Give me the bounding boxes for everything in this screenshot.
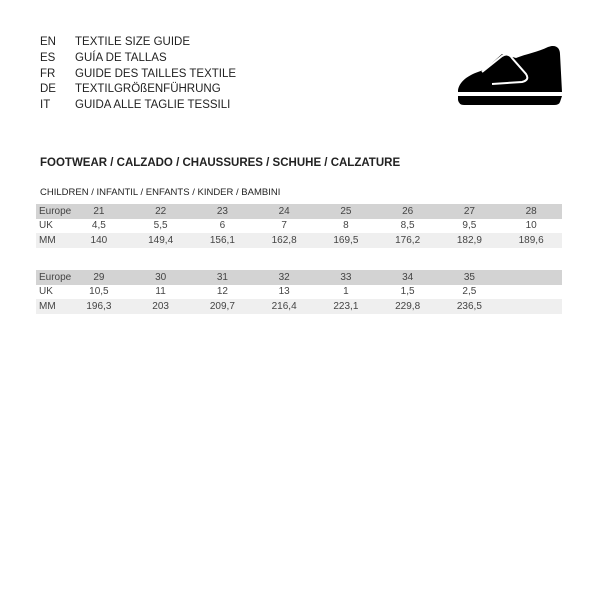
- size-cell: 229,8: [395, 300, 421, 312]
- size-cell: 236,5: [456, 300, 482, 312]
- size-cell: 169,5: [333, 234, 359, 246]
- size-cell: [500, 270, 562, 285]
- size-cell: 22: [155, 205, 167, 217]
- lang-code: ES: [40, 51, 56, 64]
- size-cell: 140: [90, 234, 108, 246]
- lang-code: DE: [40, 83, 56, 96]
- lang-en: EN TEXTILE SIZE GUIDE: [40, 35, 236, 51]
- row-label: Europe: [39, 271, 72, 283]
- size-cell: 189,6: [518, 234, 544, 246]
- size-cell: 26: [402, 205, 414, 217]
- table-row-mm: MM 140 149,4 156,1 162,8 169,5 176,2 182,9 189,6: [36, 233, 562, 248]
- size-cell: 196,3: [86, 300, 112, 312]
- lang-title: TEXTILE SIZE GUIDE: [75, 36, 191, 48]
- size-cell: 4,5: [91, 220, 106, 232]
- lang-es: ES GUÍA DE TALLAS: [40, 51, 236, 67]
- size-cell: 5,5: [153, 220, 168, 232]
- shoe-icon: [458, 45, 562, 105]
- size-cell: 23: [216, 205, 228, 217]
- size-cell: 24: [278, 205, 290, 217]
- size-cell: 29: [93, 271, 105, 283]
- lang-title: TEXTILGRÖßENFÜHRUNG: [75, 83, 221, 96]
- row-label: UK: [39, 286, 53, 298]
- lang-fr: FR GUIDE DES TAILLES TEXTILE: [40, 67, 236, 83]
- language-titles: EN TEXTILE SIZE GUIDE ES GUÍA DE TALLAS FR…: [40, 35, 236, 114]
- size-cell: 1: [343, 286, 349, 298]
- lang-title: GUÍA DE TALLAS: [75, 51, 167, 64]
- size-cell: 33: [340, 271, 352, 283]
- row-label: MM: [39, 300, 56, 312]
- size-table-1: Europe 21 22 23 24 25 26 27 28 UK 4,5 5,5 6 7 8 8,5 9,5 1…: [36, 204, 562, 248]
- row-label: Europe: [39, 205, 72, 217]
- size-cell: 35: [463, 271, 475, 283]
- size-cell: 2,5: [462, 286, 477, 298]
- size-table-2: Europe 29 30 31 32 33 34 35 UK 10,5 11 12 13 1 1,5 2,5 M…: [36, 270, 562, 314]
- size-cell: [500, 285, 562, 300]
- size-cell: 28: [525, 205, 537, 217]
- size-cell: 11: [155, 286, 166, 298]
- size-cell: 13: [278, 286, 290, 298]
- size-cell: 162,8: [271, 234, 297, 246]
- table-row-mm: MM 196,3 203 209,7 216,4 223,1 229,8 236,5: [36, 299, 562, 314]
- size-cell: 1,5: [400, 286, 415, 298]
- size-cell: 25: [340, 205, 352, 217]
- size-cell: 21: [93, 205, 105, 217]
- size-cell: 34: [402, 271, 414, 283]
- table-row-eu: Europe 29 30 31 32 33 34 35: [36, 270, 562, 285]
- lang-it: IT GUIDA ALLE TAGLIE TESSILI: [40, 98, 236, 114]
- size-cell: [500, 299, 562, 314]
- subsection-title: CHILDREN / INFANTIL / ENFANTS / KINDER /…: [40, 187, 281, 198]
- size-cell: 209,7: [209, 300, 235, 312]
- size-cell: 27: [463, 205, 475, 217]
- table-row-uk: UK 10,5 11 12 13 1 1,5 2,5: [36, 285, 562, 300]
- size-cell: 31: [216, 271, 228, 283]
- row-label: MM: [39, 234, 56, 246]
- size-cell: 8: [343, 220, 349, 232]
- lang-code: FR: [40, 67, 56, 80]
- row-label: UK: [39, 220, 53, 232]
- size-cell: 6: [219, 220, 226, 232]
- size-cell: 8,5: [400, 220, 415, 232]
- lang-code: IT: [40, 99, 51, 112]
- table-row-uk: UK 4,5 5,5 6 7 8 8,5 9,5 10: [36, 219, 562, 234]
- size-cell: 203: [152, 300, 169, 312]
- lang-title: GUIDE DES TAILLES TEXTILE: [75, 67, 237, 80]
- table-row-eu: Europe 21 22 23 24 25 26 27 28: [36, 204, 562, 219]
- size-cell: 149,4: [148, 234, 174, 246]
- size-cell: 7: [281, 220, 287, 232]
- size-cell: 156,1: [209, 234, 235, 246]
- size-cell: 32: [278, 271, 290, 283]
- size-cell: 9,5: [462, 220, 477, 232]
- size-cell: 216,4: [271, 300, 297, 312]
- size-cell: 223,1: [333, 300, 359, 312]
- section-title: FOOTWEAR / CALZADO / CHAUSSURES / SCHUHE…: [40, 157, 401, 169]
- size-cell: 10,5: [89, 286, 109, 298]
- size-cell: 30: [155, 271, 167, 283]
- size-cell: 12: [216, 286, 228, 298]
- size-cell: 176,2: [395, 234, 421, 246]
- lang-de: DE TEXTILGRÖßENFÜHRUNG: [40, 82, 236, 98]
- size-cell: 10: [525, 220, 537, 232]
- lang-title: GUIDA ALLE TAGLIE TESSILI: [75, 99, 231, 112]
- size-cell: 182,9: [456, 234, 482, 246]
- lang-code: EN: [40, 36, 56, 48]
